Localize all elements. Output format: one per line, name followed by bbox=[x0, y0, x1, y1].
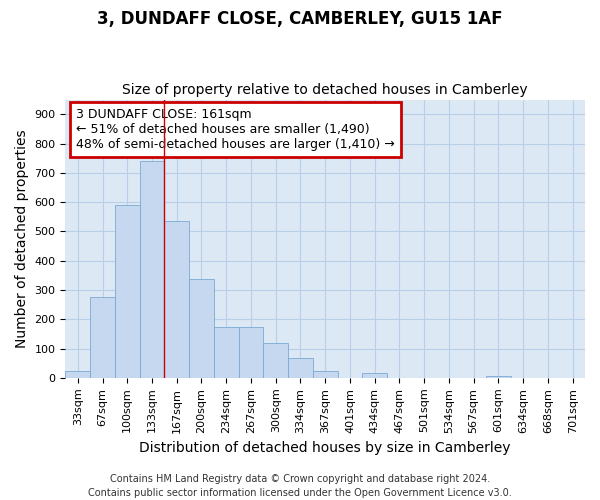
Bar bbox=[313, 370, 338, 378]
Bar bbox=[65, 370, 90, 378]
Bar bbox=[362, 372, 387, 378]
Bar bbox=[263, 343, 288, 378]
Bar bbox=[140, 161, 164, 378]
Text: 3, DUNDAFF CLOSE, CAMBERLEY, GU15 1AF: 3, DUNDAFF CLOSE, CAMBERLEY, GU15 1AF bbox=[97, 10, 503, 28]
Bar bbox=[115, 205, 140, 378]
Bar bbox=[288, 358, 313, 378]
Bar bbox=[90, 298, 115, 378]
Bar bbox=[214, 326, 239, 378]
Text: 3 DUNDAFF CLOSE: 161sqm
← 51% of detached houses are smaller (1,490)
48% of semi: 3 DUNDAFF CLOSE: 161sqm ← 51% of detache… bbox=[76, 108, 395, 151]
Bar bbox=[486, 376, 511, 378]
Bar bbox=[189, 279, 214, 378]
Bar bbox=[164, 221, 189, 378]
X-axis label: Distribution of detached houses by size in Camberley: Distribution of detached houses by size … bbox=[139, 441, 511, 455]
Bar bbox=[239, 326, 263, 378]
Y-axis label: Number of detached properties: Number of detached properties bbox=[15, 130, 29, 348]
Text: Contains HM Land Registry data © Crown copyright and database right 2024.
Contai: Contains HM Land Registry data © Crown c… bbox=[88, 474, 512, 498]
Title: Size of property relative to detached houses in Camberley: Size of property relative to detached ho… bbox=[122, 83, 528, 97]
